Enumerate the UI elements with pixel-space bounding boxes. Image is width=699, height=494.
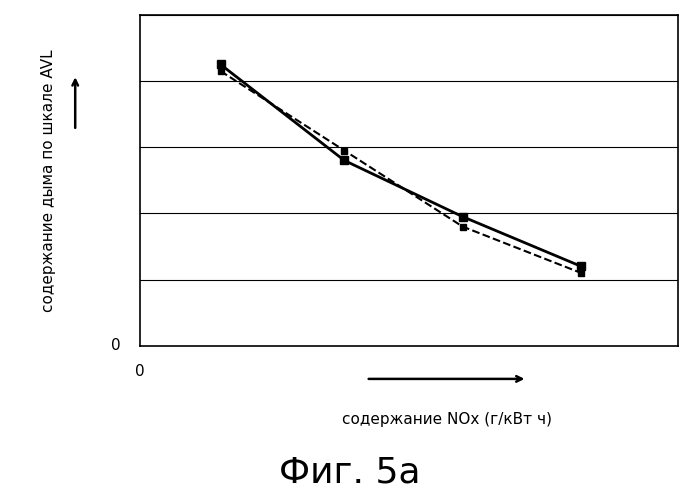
- Text: содержание NOx (г/кВт ч): содержание NOx (г/кВт ч): [342, 412, 552, 427]
- Text: Фиг. 5а: Фиг. 5а: [279, 455, 420, 489]
- Text: 0: 0: [111, 338, 121, 353]
- Text: 0: 0: [135, 364, 145, 379]
- Text: содержание дыма по шкале AVL: содержание дыма по шкале AVL: [41, 49, 56, 312]
